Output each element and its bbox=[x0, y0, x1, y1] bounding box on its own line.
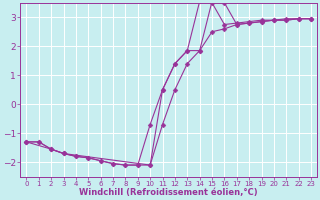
X-axis label: Windchill (Refroidissement éolien,°C): Windchill (Refroidissement éolien,°C) bbox=[79, 188, 258, 197]
